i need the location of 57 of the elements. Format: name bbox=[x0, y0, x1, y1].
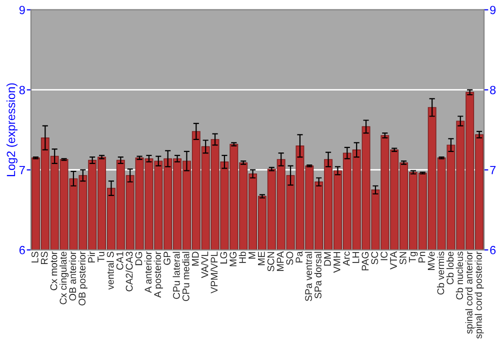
x-tick-label: LH bbox=[352, 252, 360, 263]
x-tick-label: Tg bbox=[409, 252, 418, 262]
x-tick-label: SN bbox=[400, 252, 406, 264]
y-tick-label: 9 bbox=[19, 6, 25, 14]
x-tick-label: SPa ventral bbox=[304, 252, 312, 302]
x-tick-label: ME bbox=[258, 252, 265, 266]
y-tick-label: 8 bbox=[19, 86, 25, 94]
y2-tick-label: 6 bbox=[490, 246, 496, 254]
x-tick-label: spinal cord posterior bbox=[474, 251, 484, 339]
x-tick-label: IC bbox=[380, 252, 388, 260]
x-tick-label: LG bbox=[220, 252, 228, 264]
x-tick-label: VTA bbox=[390, 251, 397, 270]
y2-tick-label: 7 bbox=[490, 166, 496, 174]
x-tick-label: OB anterior bbox=[68, 251, 76, 301]
x-tick-label: Cb vermis bbox=[437, 252, 444, 295]
x-tick-label: CA2/CA3 bbox=[126, 252, 133, 292]
x-tick-label: DM bbox=[324, 252, 331, 266]
x-tick-label: Pn bbox=[418, 252, 426, 262]
x-tick-label: MPA bbox=[276, 251, 284, 271]
x-tick-label: Hb bbox=[238, 252, 246, 263]
y2-tick-label: 9 bbox=[490, 6, 496, 14]
x-tick-label: Cb nucleus bbox=[456, 252, 464, 300]
x-tick-label: SCN bbox=[267, 252, 274, 272]
x-tick-label: Tu bbox=[98, 252, 104, 262]
x-tick-label: Cb lobe bbox=[446, 252, 454, 284]
x-tick-label: CPu lateral bbox=[172, 252, 180, 299]
y-axis-title: Log2 (expression) bbox=[6, 83, 18, 176]
x-tick-label: spinal cord anterior bbox=[465, 251, 474, 334]
x-tick-label: CA1 bbox=[116, 252, 124, 270]
x-tick-label: SO bbox=[286, 252, 294, 265]
x-tick-label: A anterior bbox=[144, 251, 152, 293]
x-tick-label: GP bbox=[164, 252, 170, 265]
x-tick-label: VMH bbox=[334, 252, 340, 273]
x-tick-label: Cx cingulate bbox=[60, 252, 69, 304]
x-tick-label: MD bbox=[192, 252, 199, 266]
x-tick-label: SPa dorsal bbox=[314, 252, 322, 298]
x-tick-label: VPM/VPL bbox=[210, 252, 218, 294]
x-tick-label: OB posterior bbox=[78, 251, 88, 306]
x-tick-label: CPu medial bbox=[182, 252, 190, 302]
x-tick-label: LS bbox=[31, 252, 38, 262]
x-tick-label: MVe bbox=[428, 252, 435, 270]
x-tick-label: M bbox=[248, 252, 256, 259]
x-tick-label: Arc bbox=[342, 252, 350, 266]
x-tick-label: VA/VL bbox=[201, 252, 208, 278]
x-tick-label: Pa bbox=[296, 251, 303, 262]
x-tick-label: MG bbox=[230, 252, 237, 266]
y-tick-label: 6 bbox=[19, 246, 25, 254]
x-tick-label: SC bbox=[371, 252, 378, 264]
x-tick-label: DG bbox=[135, 252, 142, 266]
y-tick-label: 7 bbox=[19, 166, 25, 174]
x-tick-label: RS bbox=[40, 252, 48, 264]
x-tick-label: Pir bbox=[88, 251, 95, 262]
y2-tick-label: 8 bbox=[490, 86, 496, 94]
x-tick-label: A posterior bbox=[154, 251, 163, 298]
x-tick-label: PAG bbox=[362, 252, 369, 270]
x-tick-label: ventral S bbox=[106, 252, 114, 290]
x-tick-label: Cx motor bbox=[50, 251, 58, 290]
